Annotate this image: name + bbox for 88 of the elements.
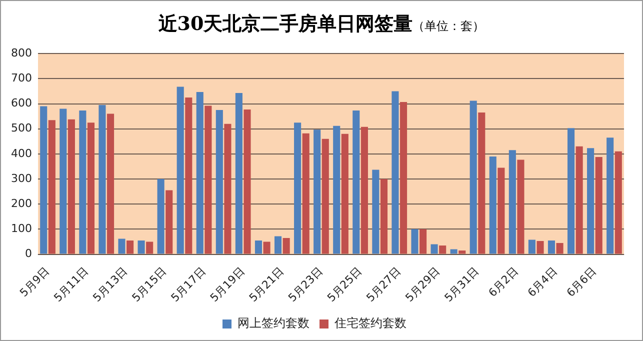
x-tick-label: 5月15日 [130, 264, 170, 304]
bar [244, 110, 251, 254]
y-tick-label: 600 [10, 96, 32, 110]
bar [508, 150, 516, 254]
bar [79, 110, 86, 254]
bar [126, 240, 134, 254]
x-tick-label: 6月6日 [564, 264, 599, 300]
x-tick-label: 5月25日 [324, 264, 364, 304]
y-tick-label: 200 [10, 196, 32, 210]
bar [204, 106, 212, 254]
x-tick-label: 6月2日 [486, 264, 521, 300]
x-tick-label: 5月19日 [208, 264, 248, 304]
bar [322, 138, 329, 254]
bar [352, 110, 360, 254]
x-tick-label: 6月4日 [525, 264, 560, 300]
bar [470, 100, 477, 254]
bar [576, 146, 583, 254]
bar [614, 151, 622, 254]
x-tick-label: 5月23日 [286, 264, 326, 304]
y-tick-label: 0 [24, 247, 32, 260]
bar [263, 242, 270, 254]
x-tick-label: 5月27日 [364, 264, 404, 304]
chart-title: 近30天北京二手房单日网签量 [158, 13, 413, 35]
bar [302, 133, 310, 254]
bar [254, 240, 262, 254]
bar [333, 126, 340, 254]
x-tick-label: 5月11日 [51, 264, 91, 304]
bar [458, 250, 466, 254]
bar [176, 86, 184, 254]
x-tick-label: 5月31日 [442, 264, 482, 304]
y-tick-label: 400 [10, 146, 32, 160]
bar [224, 124, 232, 254]
bar [235, 92, 242, 254]
bar [48, 120, 56, 254]
bar [314, 130, 321, 254]
bar [528, 240, 536, 254]
y-tick-label: 300 [10, 172, 32, 185]
bar [157, 179, 164, 254]
legend-label: 网上签约套数 [238, 316, 310, 330]
bar [216, 110, 223, 254]
bar [146, 242, 154, 254]
bar [106, 114, 114, 254]
x-tick-label: 5月29日 [402, 264, 443, 304]
bar [196, 92, 204, 254]
bar [87, 122, 95, 254]
bar [118, 238, 126, 254]
bar [498, 168, 505, 254]
bar [400, 102, 408, 254]
x-tick-label: 5月9日 [17, 264, 52, 300]
x-tick-label: 5月13日 [90, 264, 130, 304]
x-tick-label: 5月21日 [246, 264, 286, 304]
bar [489, 156, 496, 254]
bar [185, 97, 192, 254]
bar [68, 119, 75, 254]
bar [360, 126, 368, 254]
bar [40, 106, 48, 254]
y-tick-label: 800 [10, 46, 32, 60]
bar [372, 170, 380, 254]
bar [567, 128, 575, 254]
bar [294, 122, 302, 254]
bar [606, 138, 614, 254]
y-tick-label: 500 [10, 122, 32, 135]
bar [341, 134, 348, 254]
x-tick-label: 5月17日 [168, 264, 208, 304]
bar [166, 190, 173, 254]
bar [98, 105, 106, 254]
bar [60, 108, 67, 254]
bar [478, 112, 486, 254]
bar [380, 179, 388, 254]
y-tick-label: 700 [10, 72, 32, 85]
bar [439, 245, 446, 254]
bar [556, 242, 564, 254]
bar [450, 249, 458, 254]
bar [536, 240, 544, 254]
legend-label: 住宅签约套数 [334, 316, 406, 330]
bar [138, 240, 145, 254]
bar [420, 229, 427, 254]
bar [595, 156, 602, 254]
bar [282, 238, 290, 254]
bar [274, 236, 282, 254]
bar [430, 244, 438, 254]
bar [517, 160, 524, 254]
y-tick-label: 100 [10, 222, 32, 236]
bar [587, 148, 594, 254]
chart-subtitle: （单位：套） [412, 19, 485, 33]
bar [548, 240, 556, 254]
bar [411, 229, 418, 254]
bar [392, 91, 399, 254]
